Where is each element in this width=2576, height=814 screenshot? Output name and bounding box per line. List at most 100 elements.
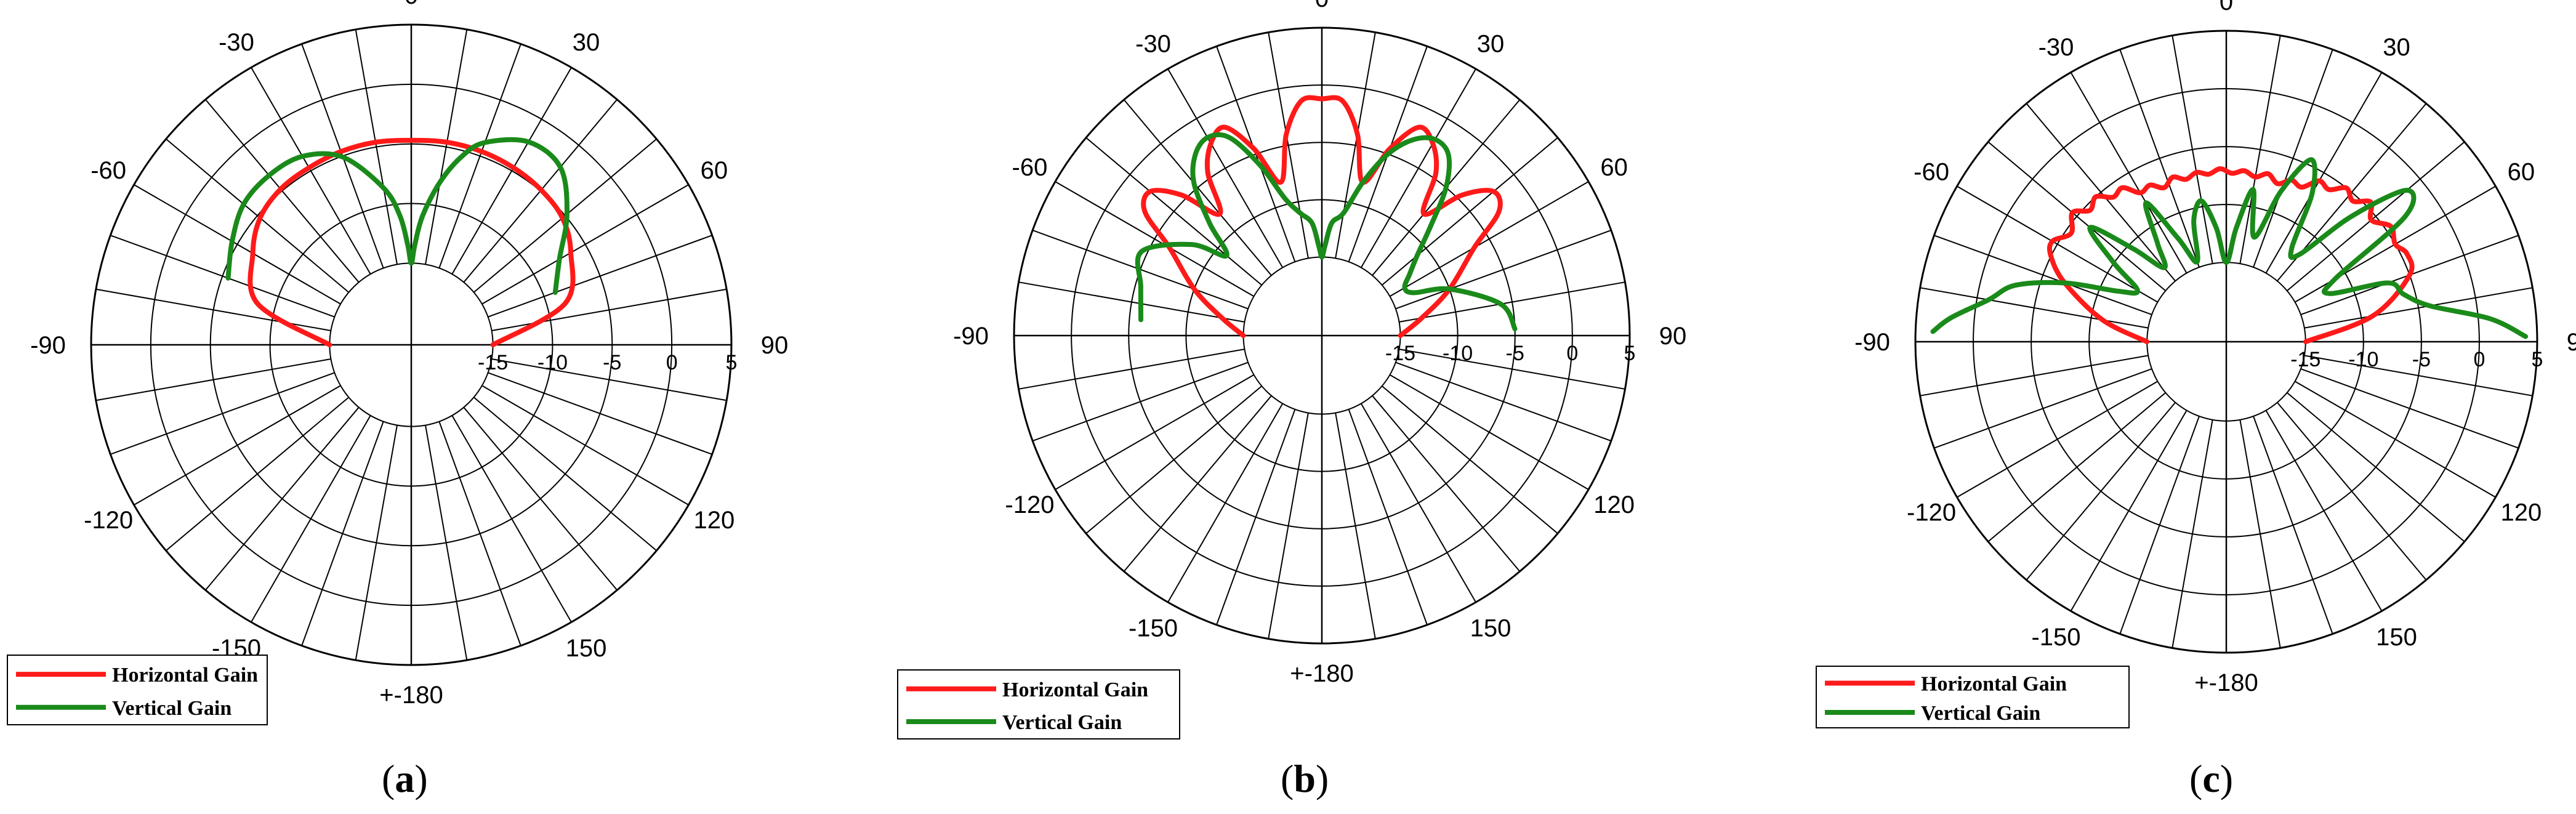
angle-tick-label: 120 <box>2501 499 2542 526</box>
panel-caption: (c) <box>2189 757 2233 800</box>
data-series <box>1135 95 1518 338</box>
radial-tick-labels: -15 -10 -5 0 5 <box>1385 342 1636 365</box>
angle-tick-label: -120 <box>84 507 133 534</box>
grid-spoke <box>481 184 689 305</box>
grid-spoke <box>2026 402 2176 581</box>
angle-tick-label: -150 <box>1129 615 1178 642</box>
grid-spoke <box>2277 402 2427 581</box>
angle-tick-label: -120 <box>1907 499 1956 526</box>
grid-spoke <box>2265 72 2383 273</box>
grid-spoke <box>1382 137 1558 286</box>
grid-spoke <box>1389 181 1589 297</box>
legend-box <box>897 669 1180 739</box>
grid-spoke <box>1360 403 1476 603</box>
radial-tick-label: -5 <box>603 351 621 374</box>
grid-spoke <box>251 415 371 623</box>
angle-tick-label: 0 <box>405 0 418 9</box>
grid-spoke <box>491 358 727 401</box>
grid-spoke <box>95 358 331 401</box>
grid-spoke <box>451 67 572 275</box>
grid-spoke <box>2239 419 2281 648</box>
legend-horizontal-label: Horizontal Gain <box>112 664 258 687</box>
series-horizontal-gain-line <box>248 137 576 347</box>
legend: Horizontal Gain Vertical Gain <box>7 655 268 725</box>
radial-tick-label: 0 <box>2473 348 2485 371</box>
series-vertical-gain-line <box>1930 157 2529 339</box>
polar-grid <box>1914 30 2538 654</box>
grid-spoke <box>451 415 572 623</box>
grid-spoke <box>355 425 398 661</box>
radial-tick-label: 0 <box>666 351 678 374</box>
grid-spoke <box>2300 368 2519 449</box>
grid-spoke <box>2070 72 2188 273</box>
grid-spoke <box>1018 349 1245 390</box>
grid-spoke <box>2239 35 2281 264</box>
angle-tick-label: 150 <box>566 635 607 662</box>
legend-horizontal-label: Horizontal Gain <box>1002 679 1148 701</box>
legend: Horizontal Gain Vertical Gain <box>897 669 1180 739</box>
radial-tick-label: -15 <box>2290 348 2320 371</box>
grid-spoke <box>1987 141 2166 291</box>
angle-tick-label: -30 <box>219 29 254 56</box>
grid-spoke <box>1389 374 1589 490</box>
radial-tick-label: -10 <box>1443 342 1473 365</box>
grid-spoke <box>1216 409 1296 626</box>
grid-spoke <box>425 425 468 661</box>
grid-spoke <box>1085 137 1262 286</box>
angle-tick-label: 90 <box>1659 323 1687 350</box>
grid-spoke <box>1032 361 1249 441</box>
angle-tick-label: +-180 <box>1290 660 1353 687</box>
grid-spoke <box>2253 49 2333 268</box>
grid-spoke <box>2295 381 2496 498</box>
legend-box <box>7 655 268 725</box>
polar-chart-b: -15 -10 -5 0 5 0 30 60 90 120 150 +-180 -150 -120 -90… <box>897 0 1687 800</box>
panel-caption: (a) <box>382 757 428 800</box>
grid-spoke <box>2171 35 2213 264</box>
grid-spoke <box>1348 409 1428 626</box>
grid-spoke <box>491 288 727 331</box>
grid-spoke <box>463 406 618 590</box>
grid-spoke <box>110 372 335 455</box>
grid-spoke <box>1934 368 2152 449</box>
grid-spoke <box>1018 281 1245 323</box>
angle-tick-label: -60 <box>1012 154 1048 181</box>
grid-spoke <box>251 67 371 275</box>
angle-tick-label: 0 <box>2220 0 2233 15</box>
grid-spoke <box>2070 410 2188 611</box>
series-vertical-gain-line <box>225 137 570 295</box>
grid-spoke <box>1399 281 1625 323</box>
grid-spoke <box>1382 385 1558 534</box>
caption-close: ) <box>2220 757 2233 800</box>
series-vertical-gain-line <box>1135 132 1518 332</box>
caption-open: ( <box>1281 757 1294 800</box>
angle-tick-label: -150 <box>2031 624 2080 651</box>
grid-spoke <box>1360 68 1476 268</box>
angle-tick-label: 90 <box>2567 329 2576 356</box>
caption-open: ( <box>382 757 395 800</box>
caption-open: ( <box>2189 757 2202 800</box>
grid-spoke <box>1055 374 1255 490</box>
radial-tick-label: 5 <box>2532 348 2543 371</box>
angle-tick-label: -60 <box>1914 159 1949 186</box>
caption-close: ) <box>1316 757 1329 800</box>
grid-spoke <box>1268 32 1309 259</box>
angle-tick-label: -30 <box>1135 30 1171 57</box>
radial-tick-label: -15 <box>478 351 508 374</box>
angle-tick-label: 60 <box>2508 159 2535 186</box>
grid-spoke <box>2119 416 2200 634</box>
grid-spoke <box>2253 416 2333 634</box>
data-series <box>1930 157 2529 344</box>
radial-tick-label: -15 <box>1385 342 1415 365</box>
grid-spoke <box>1957 185 2158 303</box>
grid-spoke <box>2304 355 2533 397</box>
grid-spoke <box>166 138 350 293</box>
angle-tick-label: -90 <box>1854 329 1890 356</box>
grid-spoke <box>2171 419 2213 648</box>
grid-spoke <box>110 235 335 318</box>
grid-spoke <box>2304 287 2533 329</box>
angle-tick-label: 60 <box>701 157 728 184</box>
panel-caption: (b) <box>1281 757 1329 800</box>
radial-tick-labels: -15 -10 -5 0 5 <box>478 351 737 374</box>
angle-tick-label: -90 <box>953 323 989 350</box>
legend-box <box>1816 666 2130 728</box>
